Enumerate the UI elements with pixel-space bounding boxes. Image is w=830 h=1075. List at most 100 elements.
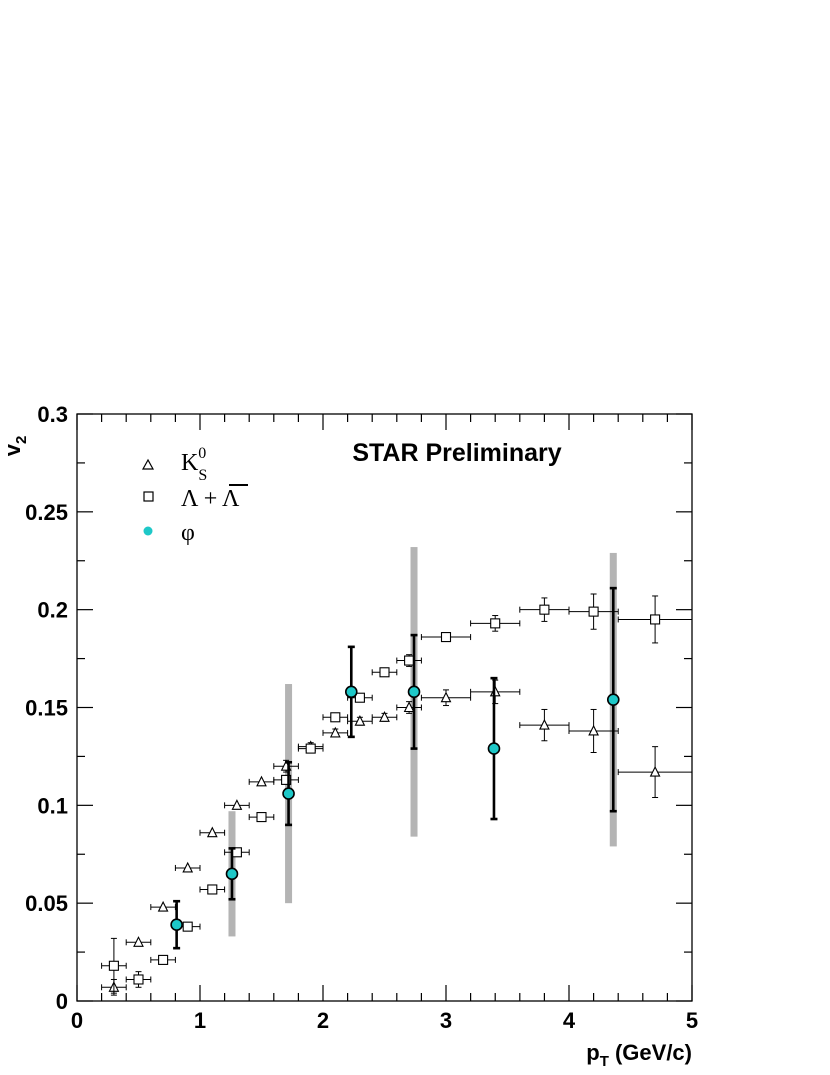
legend-label-lambda: Λ + [181,486,222,512]
legend: KS 0 Λ + Λ φ [141,445,248,546]
lambda-point-group [199,884,226,895]
phi-point [487,742,501,755]
y-axis-title: v2 [0,436,30,457]
lambda-point [650,614,661,625]
y-axis-title-main: v [0,443,25,456]
lambda-point-group [273,774,299,785]
lambda-point [305,743,316,754]
x-tick-label: 4 [563,1008,576,1033]
k0s-point-group [125,936,152,947]
phi-point [606,693,620,706]
svg-text:v2: v2 [0,436,30,457]
legend-square-marker [143,491,154,502]
k0s-point-group [199,826,226,838]
y-tick-label: 0.1 [37,793,68,818]
axis-ticks [76,413,693,1002]
k0s-point [182,861,194,873]
x-tick-label: 3 [440,1008,452,1033]
legend-entry-lambda: Λ + Λ [143,484,248,512]
y-tick-label: 0.3 [37,402,68,427]
lambda-point [108,960,119,971]
lambda-point [490,618,501,629]
y-tick-label: 0.15 [25,696,68,721]
legend-label-phi: φ [181,520,195,546]
k0s-point-group [322,726,349,738]
lambda-point [158,954,169,965]
legend-entry-k0s: KS 0 [141,445,207,484]
phi-point-group [407,633,421,750]
lambda-point [330,712,341,723]
lambda-point-group [101,937,127,994]
k0s-point [256,775,267,787]
k0s-point [157,900,169,912]
k0s-point-group [224,799,250,810]
y-tick-label: 0 [56,989,68,1014]
lambda-point-group [396,654,422,667]
phi-point-group [282,760,295,827]
lambda-point [281,774,292,785]
k0s-point-group [617,746,693,799]
svg-text:Λ + Λ: Λ + Λ [181,486,240,512]
y-tick-label: 0.25 [25,500,68,525]
phi-point [344,685,358,699]
lambda-point [133,974,144,985]
lambda-point-group [420,632,472,643]
x-axis-title-sub: T [600,1053,609,1070]
k0s-point [329,726,341,738]
data-points [101,586,693,996]
y-axis-title-sub: 2 [13,436,30,444]
k0s-point-group [371,711,398,722]
x-tick-label: 5 [686,1008,698,1033]
phi-point [170,918,183,931]
k0s-point [379,711,390,722]
lambda-point-group [322,712,349,723]
phi-point [282,787,295,800]
lambda-point-group [150,954,176,965]
k0s-point [403,701,415,713]
lambda-point [440,632,452,643]
lambda-point [539,604,550,615]
k0s-point [133,936,144,947]
k0s-point [231,799,243,810]
phi-point-group [225,847,239,901]
x-tick-label: 1 [194,1008,206,1033]
x-axis-title-main: p [586,1040,599,1065]
phi-point-group [344,645,358,739]
legend-label-k-sub: S [198,467,207,484]
legend-entry-phi: φ [143,520,195,546]
k0s-point-group [396,701,422,714]
lambda-point [404,655,415,666]
phi-point-group [170,899,183,950]
k0s-point-group [420,689,472,707]
k0s-point-group [519,708,570,742]
k0s-point [649,765,661,777]
k0s-point [206,826,218,838]
k0s-point [588,724,599,736]
lambda-point [256,812,267,823]
lambda-point-group [297,743,324,754]
lambda-point [379,667,390,678]
lambda-point-group [125,971,152,988]
x-axis-title: pT (GeV/c) [586,1040,692,1070]
k0s-point-group [174,861,201,873]
svg-text:KS0: KS 0 [181,445,207,484]
k0s-point-group [568,708,619,754]
legend-label-antilambda: Λ [222,486,240,512]
phi-point-group [606,586,620,813]
x-tick-label: 2 [317,1008,329,1033]
legend-label-k-sup: 0 [198,445,206,462]
y-tick-label: 0.05 [25,891,68,916]
tick-labels: 0 1 2 3 4 5 0 0.05 0.1 0.15 0.2 0.25 0.3 [25,402,698,1033]
phi-point [407,685,421,699]
lambda-point-group [519,597,570,622]
phi-point [225,867,239,881]
y-tick-label: 0.2 [37,598,68,623]
k0s-point [539,718,550,730]
x-tick-label: 0 [71,1008,83,1033]
lambda-point-group [371,667,398,678]
phi-point-group [487,676,501,821]
lambda-point-group [568,593,619,630]
lambda-point-group [470,615,521,632]
